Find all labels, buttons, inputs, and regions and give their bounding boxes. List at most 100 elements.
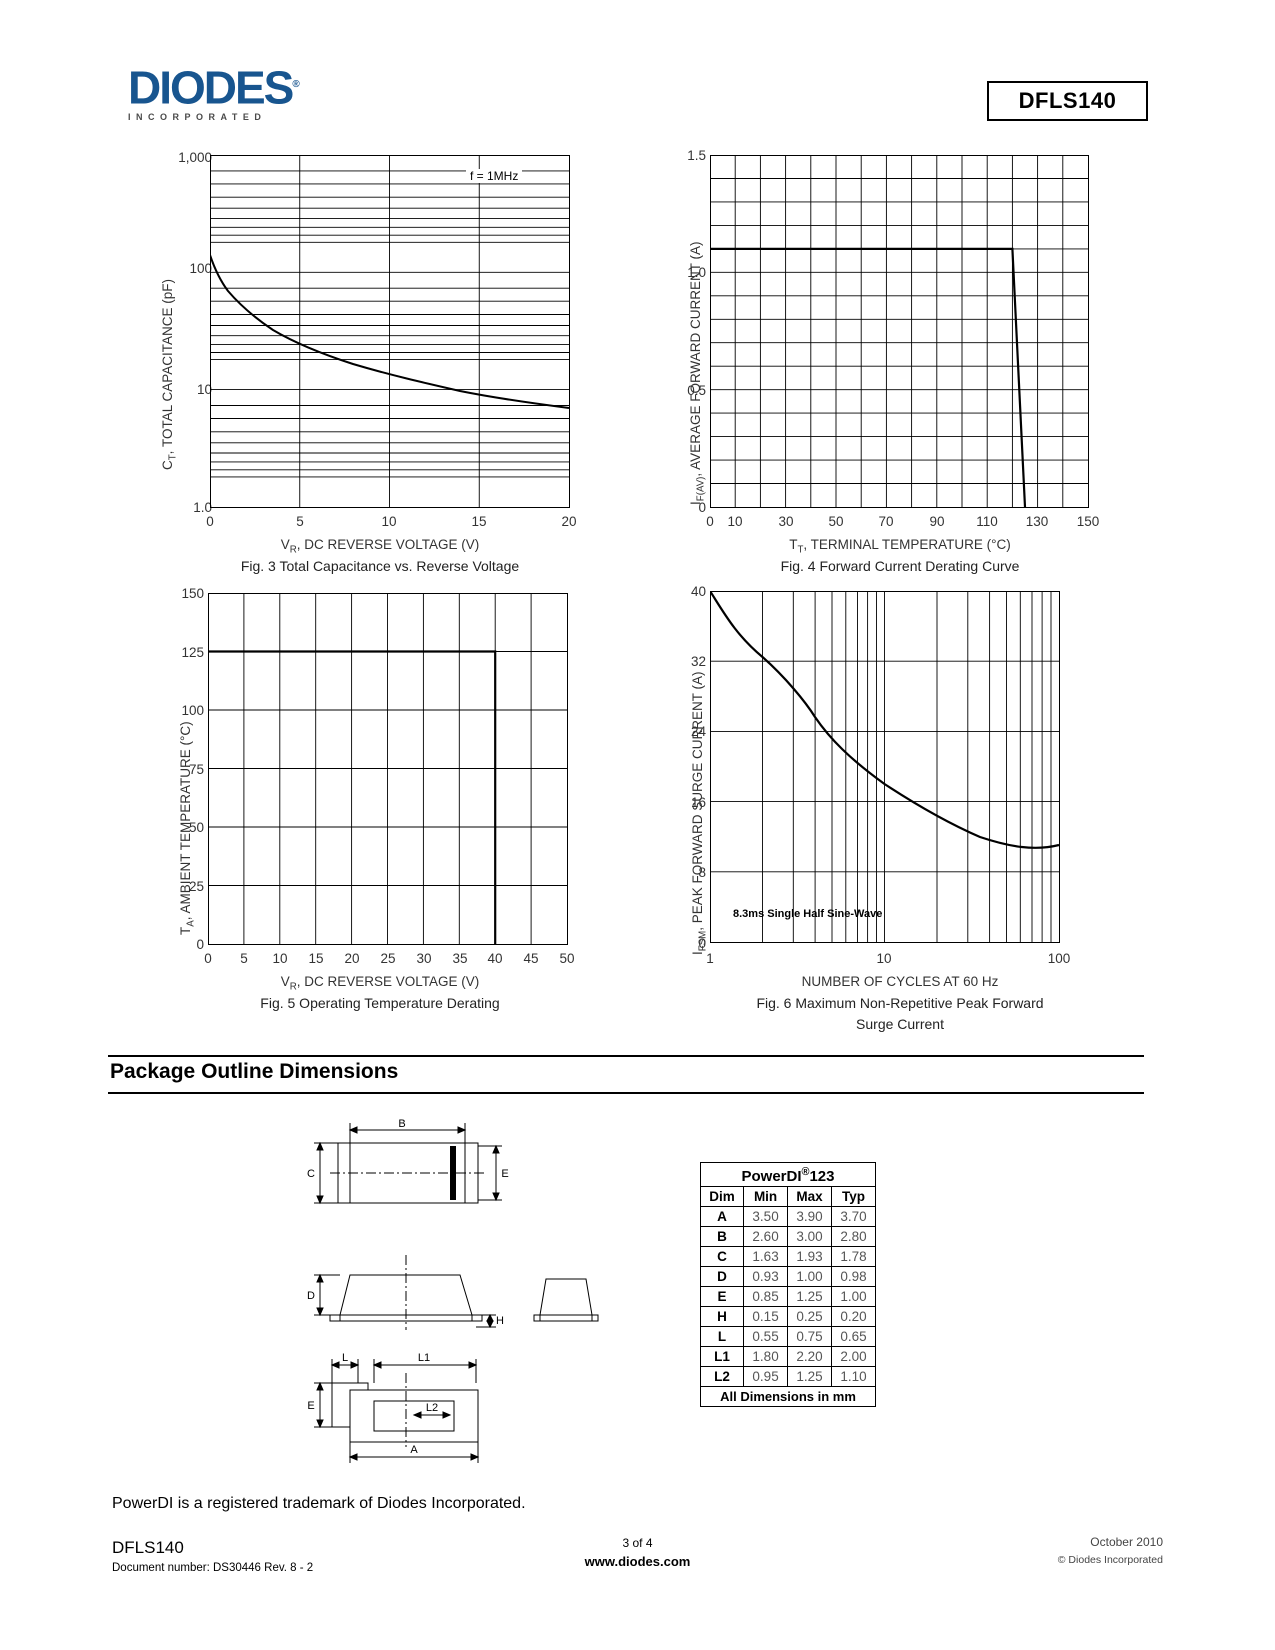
dim-h-min: 0.15: [743, 1306, 789, 1327]
fig5-x-axis-label: VR, DC REVERSE VOLTAGE (V): [280, 974, 480, 993]
svg-text:H: H: [496, 1315, 504, 1327]
dim-a-typ: 3.70: [831, 1206, 876, 1227]
fig3-plot: [210, 155, 570, 508]
svg-text:L2: L2: [426, 1402, 438, 1414]
fig5-ytick-50: 50: [188, 820, 204, 835]
dim-table-title-main: PowerDI: [741, 1168, 802, 1185]
dim-d-max: 1.00: [787, 1266, 832, 1287]
fig3-ytick-100: 100: [189, 261, 212, 276]
fig6-ytick-24: 24: [690, 724, 706, 739]
dim-b-max: 3.00: [787, 1226, 832, 1247]
fig3-annotation: f = 1MHz: [466, 169, 523, 183]
fig4-xtick-50: 50: [828, 514, 844, 529]
footer-document-number: Document number: DS30446 Rev. 8 - 2: [112, 1562, 314, 1574]
dim-l2-typ: 1.10: [831, 1366, 876, 1387]
fig5-xtick-0: 0: [204, 951, 212, 966]
fig5-xtick-25: 25: [380, 951, 396, 966]
dim-l1-min: 1.80: [743, 1346, 789, 1367]
dim-h: H: [699, 1306, 745, 1327]
section-divider-bottom: [108, 1092, 1144, 1094]
fig3-ytick-1: 1.0: [193, 500, 212, 515]
dim-e-min: 0.85: [743, 1286, 789, 1307]
footer-page-number: 3 of 4: [622, 1536, 653, 1550]
dim-l2-max: 1.25: [787, 1366, 832, 1387]
dim-e-max: 1.25: [787, 1286, 832, 1307]
fig4-xtick-90: 90: [929, 514, 945, 529]
fig4-caption: Fig. 4 Forward Current Derating Curve: [780, 558, 1020, 574]
fig5-ytick-75: 75: [188, 762, 204, 777]
fig3-y-axis-label: CT, TOTAL CAPACITANCE (pF): [160, 279, 179, 470]
diodes-logo: DIODES® INCORPORATED: [128, 62, 343, 124]
dim-l1-max: 2.20: [787, 1346, 832, 1367]
dim-l2: L2: [699, 1366, 745, 1387]
col-header-max: Max: [787, 1186, 832, 1207]
fig5-xtick-10: 10: [272, 951, 288, 966]
dim-c-min: 1.63: [743, 1246, 789, 1267]
dim-d-min: 0.93: [743, 1266, 789, 1287]
svg-text:L: L: [342, 1352, 348, 1364]
table-row: C 1.63 1.93 1.78: [699, 1246, 876, 1267]
fig5-ytick-100: 100: [181, 703, 204, 718]
package-section-title: Package Outline Dimensions: [110, 1060, 399, 1083]
fig5-xtick-40: 40: [487, 951, 503, 966]
fig6-xtick-100: 100: [1047, 951, 1071, 966]
col-header-typ: Typ: [831, 1186, 876, 1207]
dim-b: B: [699, 1226, 745, 1247]
svg-text:C: C: [307, 1168, 315, 1180]
dim-a-max: 3.90: [787, 1206, 832, 1227]
table-row: L2 0.95 1.25 1.10: [699, 1366, 876, 1387]
footer-website[interactable]: www.diodes.com: [584, 1554, 691, 1569]
fig6-xtick-10: 10: [876, 951, 892, 966]
dim-l-max: 0.75: [787, 1326, 832, 1347]
fig3-xtick-10: 10: [381, 514, 397, 529]
col-header-dim: Dim: [699, 1186, 745, 1207]
fig4-xtick-0: 0: [706, 514, 714, 529]
fig5-xtick-35: 35: [452, 951, 468, 966]
fig4-xtick-10: 10: [727, 514, 743, 529]
fig5-xtick-5: 5: [240, 951, 248, 966]
fig4-x-axis-label: TT, TERMINAL TEMPERATURE (°C): [789, 537, 1011, 556]
fig5-caption: Fig. 5 Operating Temperature Derating: [260, 995, 500, 1011]
fig4-y-axis-label: IF(AV), AVERAGE FORWARD CURRENT (A): [688, 241, 707, 505]
fig5-ytick-0: 0: [196, 937, 204, 952]
table-header-row: Dim Min Max Typ: [699, 1186, 876, 1207]
fig6-xtick-1: 1: [706, 951, 714, 966]
table-row: L1 1.80 2.20 2.00: [699, 1346, 876, 1367]
fig6-ytick-16: 16: [690, 795, 706, 810]
fig5-xtick-15: 15: [308, 951, 324, 966]
dim-l2-min: 0.95: [743, 1366, 789, 1387]
fig5-xtick-20: 20: [344, 951, 360, 966]
fig4-xtick-150: 150: [1076, 514, 1100, 529]
logo-word-text: DIODES: [128, 61, 294, 114]
dim-c-max: 1.93: [787, 1246, 832, 1267]
logo-subtext: INCORPORATED: [128, 112, 267, 123]
svg-text:E: E: [307, 1400, 314, 1412]
fig3-x-axis-label: VR, DC REVERSE VOLTAGE (V): [280, 537, 480, 556]
fig5-xtick-50: 50: [559, 951, 575, 966]
fig3-xtick-20: 20: [561, 514, 577, 529]
table-row: E 0.85 1.25 1.00: [699, 1286, 876, 1307]
dim-e-typ: 1.00: [831, 1286, 876, 1307]
fig5-ytick-150: 150: [181, 586, 204, 601]
fig3-ytick-10: 10: [196, 382, 212, 397]
dim-l-min: 0.55: [743, 1326, 789, 1347]
svg-text:A: A: [410, 1444, 418, 1456]
dim-d: D: [699, 1266, 745, 1287]
svg-text:E: E: [501, 1168, 508, 1180]
fig3-xtick-15: 15: [471, 514, 487, 529]
dim-table-title-tail: 123: [809, 1168, 835, 1185]
fig3-xtick-0: 0: [206, 514, 214, 529]
table-row: L 0.55 0.75 0.65: [699, 1326, 876, 1347]
package-outline-drawings: B C E: [307, 1118, 599, 1463]
table-row: D 0.93 1.00 0.98: [699, 1266, 876, 1287]
fig6-ytick-40: 40: [690, 584, 706, 599]
svg-text:L1: L1: [418, 1352, 430, 1364]
dimension-table: PowerDI®123 Dim Min Max Typ A 3.50 3.90 …: [699, 1162, 876, 1407]
svg-text:D: D: [307, 1290, 315, 1302]
fig4-ytick-15: 1.5: [687, 148, 706, 163]
dim-a-min: 3.50: [743, 1206, 789, 1227]
fig6-annotation: 8.3ms Single Half Sine-Wave: [733, 908, 883, 920]
fig4-ytick-0: 0: [698, 500, 706, 515]
fig6-caption-line2: Surge Current: [856, 1016, 944, 1032]
